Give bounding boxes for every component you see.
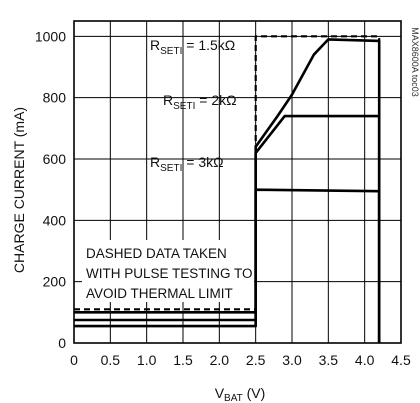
x-tick-label: 4.0 — [355, 352, 375, 368]
note-line-3: AVOID THERMAL LIMIT — [86, 286, 233, 301]
x-tick-label: 4.5 — [391, 352, 411, 368]
figure-id-watermark: MAX8600A toc03 — [410, 27, 420, 97]
x-tick-label: 2.0 — [210, 352, 230, 368]
plot-frame — [73, 20, 402, 344]
y-tick-label: 200 — [43, 274, 67, 290]
x-tick-label: 0.5 — [101, 352, 121, 368]
series-label-1-5k: RSETI = 1.5kΩ — [150, 37, 235, 57]
series-label-2k: RSETI = 2kΩ — [163, 92, 237, 112]
note-line-1: DASHED DATA TAKEN — [86, 246, 227, 261]
x-tick-label: 3.5 — [319, 352, 339, 368]
x-tick-label: 2.5 — [246, 352, 266, 368]
y-tick-label: 400 — [43, 212, 67, 228]
x-tick-label: 0 — [70, 352, 78, 368]
x-axis-title: VBAT (V) — [215, 385, 266, 403]
y-axis-title: CHARGE CURRENT (mA) — [11, 107, 27, 273]
x-tick-label: 1.5 — [173, 352, 193, 368]
y-tick-label: 600 — [43, 151, 67, 167]
note-box-background — [82, 240, 254, 302]
series-line-dashed-pulse — [74, 35, 381, 343]
x-tick-label: 1.0 — [137, 352, 157, 368]
y-tick-label: 0 — [58, 335, 66, 351]
x-tick-label: 3.0 — [282, 352, 302, 368]
y-tick-label: 1000 — [35, 28, 66, 44]
tick-labels: 0 0.5 1.0 1.5 2.0 2.5 3.0 3.5 4.0 4.5 0 200 400 600 80… — [35, 28, 411, 368]
note-line-2: WITH PULSE TESTING TO — [86, 266, 253, 281]
y-tick-label: 800 — [43, 90, 67, 106]
series-label-3k: RSETI = 3kΩ — [150, 154, 224, 174]
series-lines — [74, 35, 381, 343]
